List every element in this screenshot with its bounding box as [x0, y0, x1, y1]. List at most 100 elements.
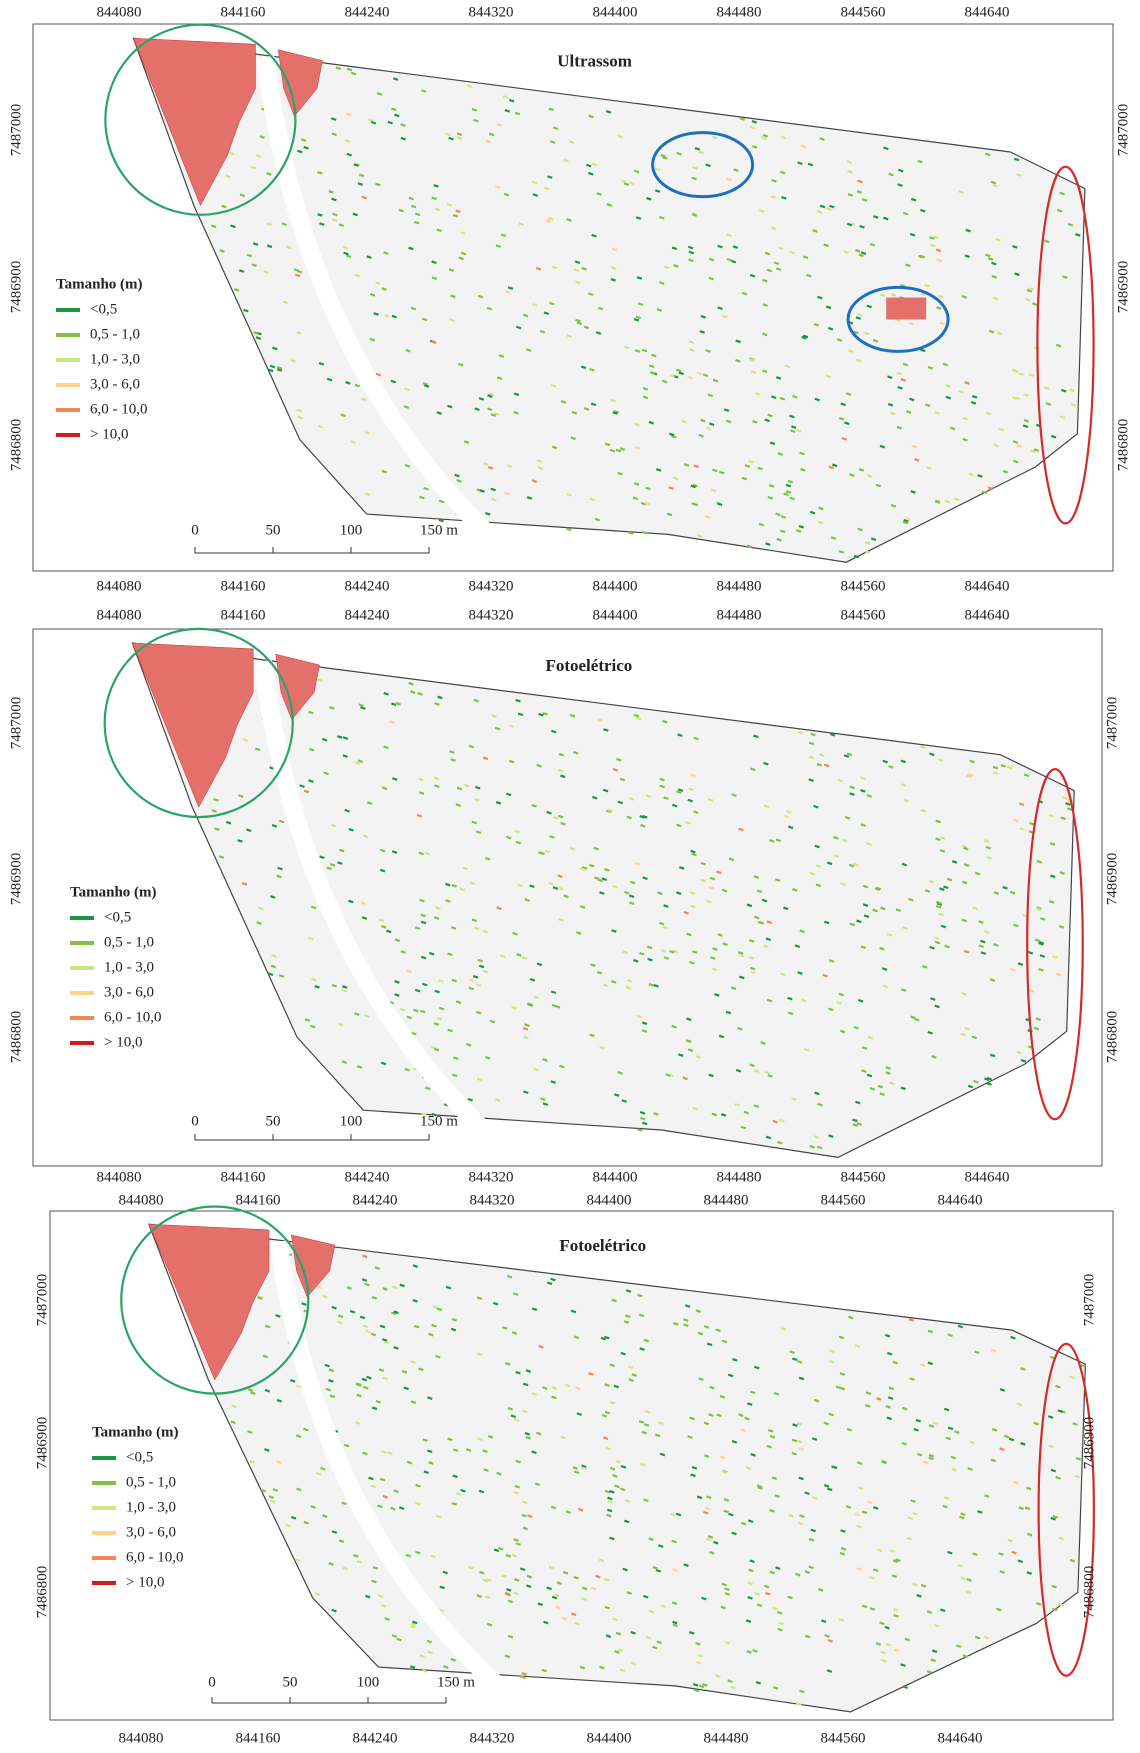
x-tick-label: 844240 — [345, 1169, 390, 1185]
legend-label: 6,0 - 10,0 — [90, 401, 148, 417]
x-tick-label: 844400 — [593, 578, 638, 594]
y-tick-label: 7486800 — [1104, 1011, 1120, 1064]
x-tick-label: 844640 — [965, 607, 1010, 623]
legend-label: 0,5 - 1,0 — [90, 326, 140, 342]
y-tick-label: 7486800 — [8, 419, 24, 472]
scale-label: 50 — [266, 1113, 281, 1129]
x-tick-label: 844640 — [965, 578, 1010, 594]
x-tick-label: 844320 — [470, 1192, 515, 1208]
legend-label: > 10,0 — [90, 426, 128, 442]
x-tick-label: 844080 — [97, 607, 142, 623]
scale-label: 100 — [340, 1113, 363, 1129]
large-gap — [886, 298, 926, 320]
y-tick-label: 7486900 — [1081, 1417, 1097, 1470]
legend-label: 3,0 - 6,0 — [126, 1524, 176, 1540]
x-tick-label: 844160 — [221, 607, 266, 623]
x-tick-label: 844240 — [345, 4, 390, 20]
x-tick-label: 844400 — [593, 607, 638, 623]
x-tick-label: 844400 — [587, 1192, 632, 1208]
x-tick-label: 844320 — [469, 1169, 514, 1185]
x-tick-label: 844400 — [587, 1730, 632, 1746]
y-tick-label: 7486800 — [1081, 1566, 1097, 1619]
legend-title: Tamanho (m) — [56, 276, 143, 292]
y-tick-label: 7487000 — [34, 1274, 50, 1327]
x-tick-label: 844080 — [97, 578, 142, 594]
x-tick-label: 844640 — [938, 1192, 983, 1208]
y-tick-label: 7486900 — [34, 1417, 50, 1470]
map-panel: Ultrassom 844080 844080 844160 844160 844240 8… — [8, 4, 1131, 594]
scale-label: 0 — [208, 1674, 216, 1690]
y-tick-label: 7486800 — [34, 1566, 50, 1619]
x-tick-label: 844240 — [345, 578, 390, 594]
x-tick-label: 844160 — [236, 1730, 281, 1746]
x-tick-label: 844480 — [704, 1730, 749, 1746]
scale-label: 150 m — [437, 1674, 475, 1690]
y-tick-label: 7486900 — [8, 853, 24, 906]
x-tick-label: 844480 — [704, 1192, 749, 1208]
figure: Ultrassom 844080 844080 844160 844160 844240 8… — [0, 0, 1140, 1753]
x-tick-label: 844240 — [353, 1730, 398, 1746]
y-tick-label: 7487000 — [1115, 104, 1131, 157]
y-tick-label: 7486900 — [8, 261, 24, 314]
legend-label: 3,0 - 6,0 — [90, 376, 140, 392]
legend-title: Tamanho (m) — [70, 884, 157, 900]
x-tick-label: 844400 — [593, 1169, 638, 1185]
x-tick-label: 844560 — [841, 607, 886, 623]
x-tick-label: 844240 — [345, 607, 390, 623]
scale-label: 50 — [266, 522, 281, 538]
y-tick-label: 7486800 — [1115, 419, 1131, 472]
x-tick-label: 844080 — [97, 4, 142, 20]
x-tick-label: 844480 — [717, 578, 762, 594]
legend-title: Tamanho (m) — [92, 1424, 179, 1440]
x-tick-label: 844320 — [470, 1730, 515, 1746]
x-tick-label: 844560 — [841, 578, 886, 594]
y-tick-label: 7487000 — [8, 104, 24, 157]
y-tick-label: 7487000 — [1104, 697, 1120, 750]
scale-label: 50 — [283, 1674, 298, 1690]
x-tick-label: 844480 — [717, 607, 762, 623]
legend-label: <0,5 — [90, 301, 117, 317]
x-tick-label: 844240 — [353, 1192, 398, 1208]
y-tick-label: 7486800 — [8, 1011, 24, 1064]
legend-label: 3,0 - 6,0 — [104, 984, 154, 1000]
x-tick-label: 844560 — [821, 1730, 866, 1746]
y-tick-label: 7486900 — [1104, 853, 1120, 906]
x-tick-label: 844560 — [841, 4, 886, 20]
x-tick-label: 844560 — [841, 1169, 886, 1185]
legend-label: <0,5 — [126, 1449, 153, 1465]
legend-label: > 10,0 — [104, 1034, 142, 1050]
scale-label: 150 m — [420, 1113, 458, 1129]
x-tick-label: 844080 — [119, 1192, 164, 1208]
x-tick-label: 844160 — [236, 1192, 281, 1208]
x-tick-label: 844080 — [119, 1730, 164, 1746]
panel-title: Ultrassom — [557, 52, 632, 71]
map-panel: Fotoelétrico8440808440808441608441608442… — [8, 607, 1120, 1185]
x-tick-label: 844400 — [593, 4, 638, 20]
legend-label: <0,5 — [104, 909, 131, 925]
legend-label: 6,0 - 10,0 — [126, 1549, 184, 1565]
x-tick-label: 844560 — [821, 1192, 866, 1208]
legend-label: 1,0 - 3,0 — [126, 1499, 176, 1515]
panel-title: Fotoelétrico — [545, 656, 632, 675]
x-tick-label: 844160 — [221, 578, 266, 594]
legend-label: 0,5 - 1,0 — [104, 934, 154, 950]
x-tick-label: 844640 — [965, 4, 1010, 20]
legend-label: > 10,0 — [126, 1574, 164, 1590]
x-tick-label: 844160 — [221, 1169, 266, 1185]
x-tick-label: 844640 — [965, 1169, 1010, 1185]
legend-label: 0,5 - 1,0 — [126, 1474, 176, 1490]
legend-label: 1,0 - 3,0 — [90, 351, 140, 367]
scale-label: 0 — [191, 1113, 199, 1129]
x-tick-label: 844480 — [717, 1169, 762, 1185]
scale-label: 100 — [357, 1674, 380, 1690]
x-tick-label: 844320 — [469, 578, 514, 594]
scale-label: 0 — [191, 522, 199, 538]
x-tick-label: 844480 — [717, 4, 762, 20]
y-tick-label: 7486900 — [1115, 261, 1131, 314]
y-tick-label: 7487000 — [8, 697, 24, 750]
x-tick-label: 844160 — [221, 4, 266, 20]
x-tick-label: 844640 — [938, 1730, 983, 1746]
x-tick-label: 844320 — [469, 4, 514, 20]
x-tick-label: 844320 — [469, 607, 514, 623]
map-panel: Fotoelétrico8440808440808441608441608442… — [34, 1192, 1113, 1746]
